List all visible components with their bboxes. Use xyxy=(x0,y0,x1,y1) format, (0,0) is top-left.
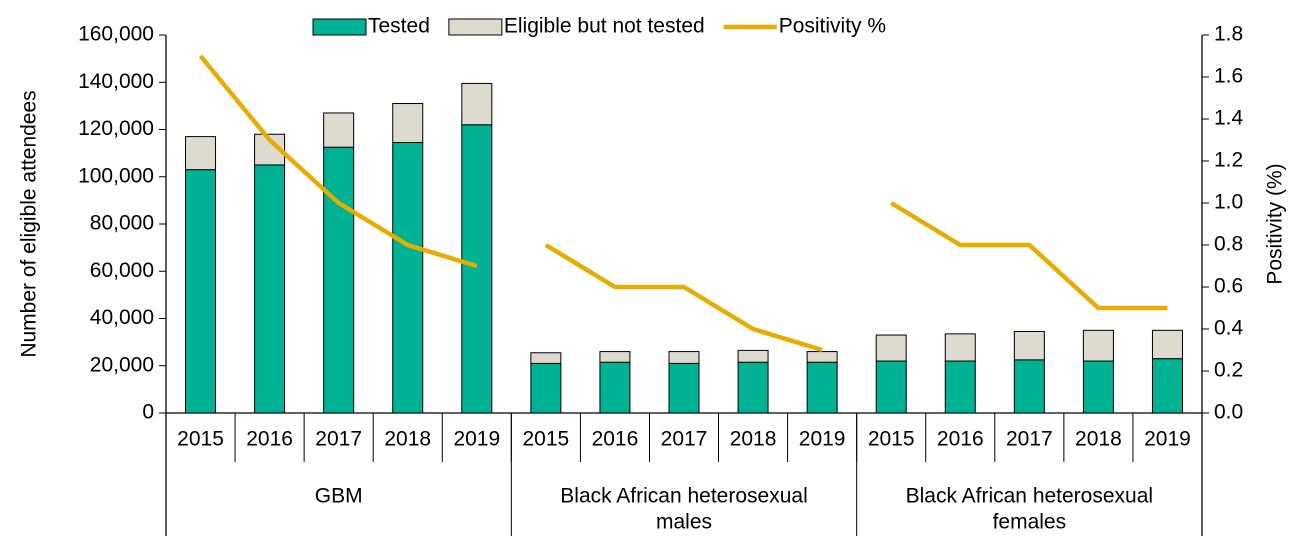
y-axis-title: Number of eligible attendees xyxy=(18,90,41,357)
y-tick-label: 80,000 xyxy=(90,212,154,235)
bar xyxy=(668,362,700,414)
y-tick-label: 0 xyxy=(142,401,154,424)
bar xyxy=(323,112,355,148)
x-tick-label: 2019 xyxy=(1144,428,1191,451)
x-tick-label: 2015 xyxy=(177,428,224,451)
bar xyxy=(461,124,493,414)
bar xyxy=(185,136,217,171)
group-label: Black African heterosexual xyxy=(906,485,1153,508)
y-tick-label: 160,000 xyxy=(78,23,154,46)
bar xyxy=(1013,359,1045,414)
bar xyxy=(599,361,631,414)
y-tick-label: 60,000 xyxy=(90,259,154,282)
x-tick-label: 2015 xyxy=(523,428,570,451)
y-tick-label: 140,000 xyxy=(78,70,154,93)
legend-swatch xyxy=(448,18,503,36)
bar xyxy=(1082,360,1114,414)
x-tick-label: 2017 xyxy=(661,428,708,451)
y2-tick-label: 1.8 xyxy=(1214,23,1243,46)
legend-label: Positivity % xyxy=(779,15,886,38)
line-series xyxy=(890,201,1168,311)
bar xyxy=(599,351,631,363)
x-tick-label: 2016 xyxy=(937,428,984,451)
bar xyxy=(1151,358,1183,414)
bar xyxy=(806,351,838,363)
x-tick-label: 2016 xyxy=(592,428,639,451)
group-label: Black African heterosexual xyxy=(560,485,807,508)
bar xyxy=(1151,329,1183,360)
bar xyxy=(875,334,907,362)
x-tick-label: 2018 xyxy=(1075,428,1122,451)
bar xyxy=(737,361,769,414)
legend-label: Tested xyxy=(368,15,430,38)
bar xyxy=(1013,330,1045,361)
bar xyxy=(461,82,493,126)
line-series xyxy=(544,243,823,353)
y2-tick-label: 0.0 xyxy=(1214,401,1243,424)
bar xyxy=(254,164,286,414)
y2-tick-label: 1.6 xyxy=(1214,65,1243,88)
bar xyxy=(530,362,562,414)
x-tick-label: 2017 xyxy=(1006,428,1053,451)
group-label: males xyxy=(656,511,712,534)
y2-tick-label: 1.2 xyxy=(1214,149,1243,172)
bar xyxy=(530,352,562,364)
y2-tick-label: 0.4 xyxy=(1214,317,1244,340)
bar xyxy=(875,360,907,414)
line-series xyxy=(198,54,478,269)
y2-tick-label: 0.2 xyxy=(1214,359,1243,382)
x-tick-label: 2019 xyxy=(799,428,846,451)
bar xyxy=(944,333,976,362)
y-tick-label: 100,000 xyxy=(78,164,154,187)
bar xyxy=(392,141,424,414)
y-tick-label: 20,000 xyxy=(90,353,154,376)
y2-tick-label: 0.8 xyxy=(1214,233,1243,256)
y2-tick-label: 0.6 xyxy=(1214,275,1243,298)
y2-tick-label: 1.0 xyxy=(1214,191,1243,214)
x-tick-label: 2015 xyxy=(868,428,915,451)
bar xyxy=(737,349,769,363)
y2-axis-title: Positivity (%) xyxy=(1264,163,1287,284)
bar xyxy=(185,169,217,414)
bar xyxy=(944,360,976,414)
x-tick-label: 2018 xyxy=(384,428,431,451)
bar xyxy=(806,361,838,414)
bar xyxy=(323,146,355,414)
bar xyxy=(668,351,700,364)
bar xyxy=(1082,329,1114,362)
x-tick-label: 2017 xyxy=(315,428,362,451)
y-tick-label: 120,000 xyxy=(78,117,154,140)
group-label: females xyxy=(993,511,1067,534)
legend-swatch xyxy=(312,18,367,36)
x-tick-label: 2016 xyxy=(246,428,293,451)
group-label: GBM xyxy=(315,485,363,508)
y2-tick-label: 1.4 xyxy=(1214,107,1244,130)
bar xyxy=(392,103,424,143)
legend-label: Eligible but not tested xyxy=(504,15,705,38)
x-tick-label: 2019 xyxy=(453,428,500,451)
x-tick-label: 2018 xyxy=(730,428,777,451)
y-tick-label: 40,000 xyxy=(90,306,154,329)
